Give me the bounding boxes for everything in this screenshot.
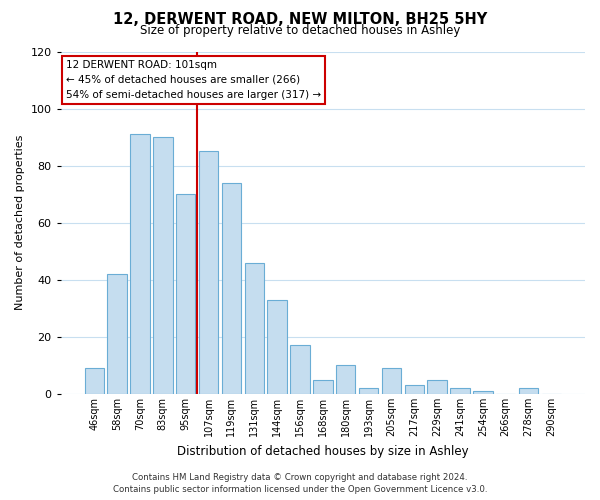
Bar [221,183,241,394]
Bar [382,368,401,394]
Bar [313,380,332,394]
Text: Size of property relative to detached houses in Ashley: Size of property relative to detached ho… [140,24,460,37]
Bar [336,366,355,394]
Bar [404,386,424,394]
Bar [473,391,493,394]
Bar [245,262,264,394]
Bar [199,152,218,394]
Bar [153,137,173,394]
Text: Contains HM Land Registry data © Crown copyright and database right 2024.
Contai: Contains HM Land Registry data © Crown c… [113,472,487,494]
X-axis label: Distribution of detached houses by size in Ashley: Distribution of detached houses by size … [177,444,469,458]
Bar [130,134,149,394]
Bar [427,380,447,394]
Bar [85,368,104,394]
Text: 12, DERWENT ROAD, NEW MILTON, BH25 5HY: 12, DERWENT ROAD, NEW MILTON, BH25 5HY [113,12,487,28]
Bar [450,388,470,394]
Bar [359,388,378,394]
Bar [290,346,310,394]
Bar [519,388,538,394]
Bar [176,194,196,394]
Text: 12 DERWENT ROAD: 101sqm
← 45% of detached houses are smaller (266)
54% of semi-d: 12 DERWENT ROAD: 101sqm ← 45% of detache… [66,60,321,100]
Y-axis label: Number of detached properties: Number of detached properties [15,135,25,310]
Bar [107,274,127,394]
Bar [268,300,287,394]
